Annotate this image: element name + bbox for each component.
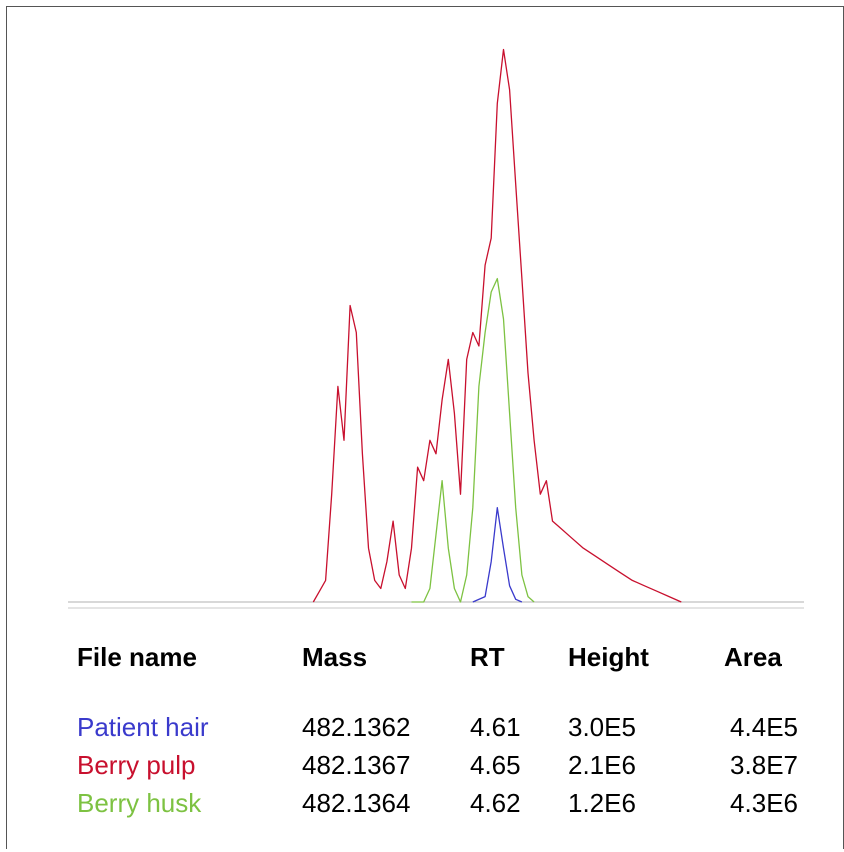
row-file: Berry husk [77, 788, 202, 818]
row-rt: 4.65 [470, 750, 521, 780]
row-file: Berry pulp [77, 750, 196, 780]
row-height: 2.1E6 [568, 750, 636, 780]
row-area: 4.3E6 [730, 788, 798, 818]
row-area: 4.4E5 [730, 712, 798, 742]
row-mass: 482.1367 [302, 750, 411, 780]
header-area: Area [724, 642, 782, 672]
series-layer [312, 48, 682, 603]
row-mass: 482.1362 [302, 712, 411, 742]
row-height: 1.2E6 [568, 788, 636, 818]
series-line-patient-hair [472, 507, 523, 603]
row-height: 3.0E5 [568, 712, 636, 742]
row-mass: 482.1364 [302, 788, 411, 818]
header-mass: Mass [302, 642, 368, 672]
header-height: Height [568, 642, 649, 672]
header-file-name: File name [77, 642, 197, 672]
series-line-berry-pulp [312, 48, 682, 603]
row-file: Patient hair [77, 712, 209, 742]
row-rt: 4.61 [470, 712, 521, 742]
row-area: 3.8E7 [730, 750, 798, 780]
row-rt: 4.62 [470, 788, 521, 818]
series-line-berry-husk [411, 277, 535, 603]
header-rt: RT [470, 642, 505, 672]
